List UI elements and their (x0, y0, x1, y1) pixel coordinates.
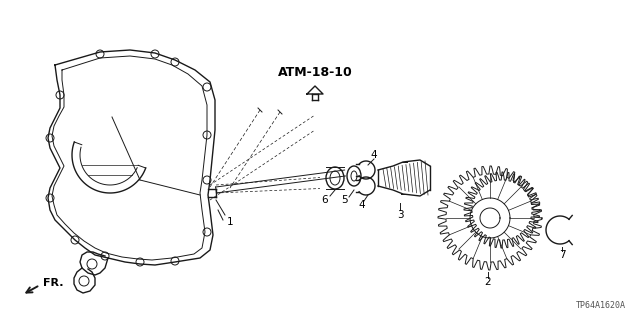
Text: FR.: FR. (43, 278, 63, 288)
Text: 7: 7 (559, 250, 565, 260)
Text: 2: 2 (484, 277, 492, 287)
Text: 1: 1 (227, 217, 234, 227)
Text: 5: 5 (340, 195, 348, 205)
Text: 6: 6 (322, 195, 328, 205)
Text: 4: 4 (358, 200, 365, 210)
Text: 4: 4 (371, 150, 378, 160)
Text: ATM-18-10: ATM-18-10 (278, 66, 353, 78)
Text: TP64A1620A: TP64A1620A (576, 301, 626, 310)
Text: 3: 3 (397, 210, 403, 220)
